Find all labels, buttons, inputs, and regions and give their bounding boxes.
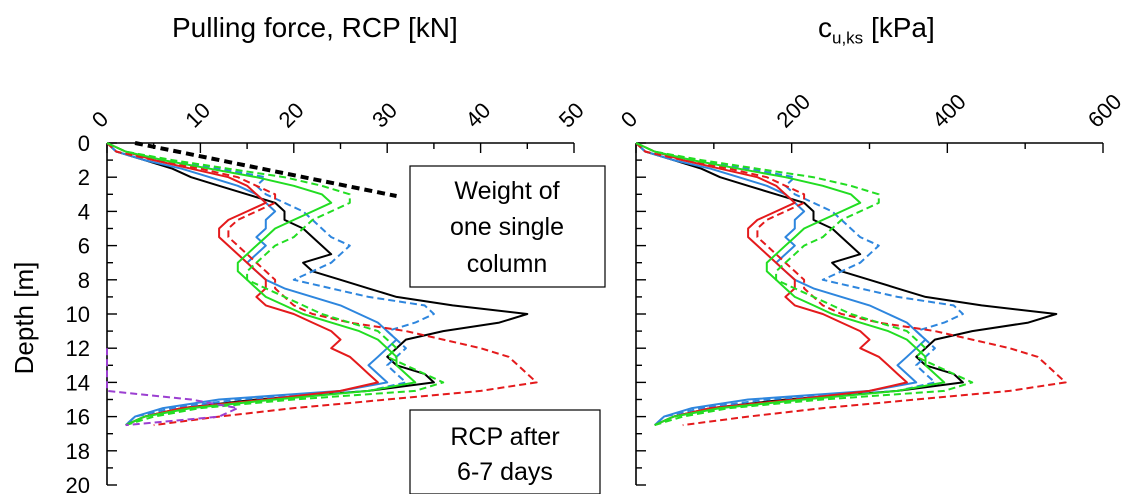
- left-x-tick-label: 40: [460, 98, 495, 133]
- right-series-black-solid: [635, 142, 1058, 427]
- left-x-tick-label: 30: [367, 98, 402, 133]
- left-series-green-dash: [106, 142, 445, 427]
- y-tick-label: 6: [78, 234, 90, 259]
- left-x-tick-label: 0: [87, 106, 113, 132]
- left-series-red-solid: [106, 142, 379, 427]
- y-tick-label: 14: [66, 370, 90, 395]
- rcp-annotation-line-2: 6-7 days: [457, 458, 553, 486]
- right-x-tick-label: 400: [927, 89, 971, 133]
- right-x-tick-label: 600: [1083, 89, 1127, 133]
- y-tick-label: 20: [66, 473, 90, 494]
- right-series-green-solid: [635, 142, 946, 427]
- right-x-tick-label: 0: [616, 106, 642, 132]
- right-x-tick-label: 200: [772, 89, 816, 133]
- y-tick-label: 8: [78, 268, 90, 293]
- left-series-blue-solid: [106, 142, 398, 426]
- y-tick-label: 10: [66, 302, 90, 327]
- right-title-main: c: [818, 12, 832, 43]
- y-axis-label: Depth [m]: [9, 262, 39, 375]
- left-series-blue-dash: [106, 142, 435, 426]
- rcp-annotation-box: [409, 409, 601, 494]
- left-plot-title: Pulling force, RCP [kN]: [172, 12, 458, 43]
- right-series-green-dash: [635, 142, 974, 427]
- right-plot-title: cu,ks [kPa]: [818, 12, 935, 49]
- weight-annotation-line-2: one single: [450, 213, 564, 241]
- left-x-tick-label: 50: [554, 98, 589, 133]
- right-series-blue-solid: [635, 142, 927, 426]
- left-series-green-solid: [106, 142, 417, 427]
- right-series-red-solid: [635, 142, 908, 427]
- right-title-unit: [kPa]: [863, 12, 935, 43]
- y-tick-label: 4: [78, 199, 90, 224]
- left-x-tick-label: 20: [274, 98, 309, 133]
- y-tick-label: 0: [78, 131, 90, 156]
- right-series-blue-dash: [635, 142, 964, 426]
- y-tick-label: 12: [66, 336, 90, 361]
- right-title-subscript: u,ks: [832, 28, 864, 48]
- left-series-red-dash: [106, 142, 538, 427]
- right-series-red-dash: [635, 142, 1067, 427]
- weight-annotation-line-1: Weight of: [454, 177, 559, 205]
- y-tick-label: 2: [78, 165, 90, 190]
- y-tick-label: 16: [66, 405, 90, 430]
- rcp-annotation-line-1: RCP after: [450, 423, 559, 451]
- weight-annotation-box: [409, 165, 606, 288]
- column-weight-line: [134, 141, 397, 198]
- y-tick-label: 18: [66, 439, 90, 464]
- right-plot-area: 0 200 400 600: [616, 89, 1127, 486]
- weight-annotation-line-3: column: [467, 250, 548, 278]
- left-series-black-solid: [106, 142, 529, 427]
- left-x-tick-label: 10: [180, 98, 215, 133]
- left-series-purple-dash: [106, 348, 239, 427]
